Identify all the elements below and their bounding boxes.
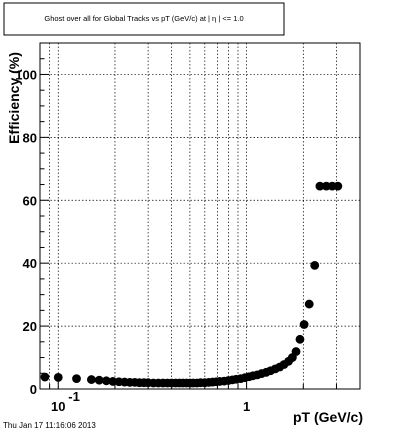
data-point [40, 372, 50, 382]
grid [39, 43, 361, 390]
y-tick-label: 40 [23, 256, 37, 271]
plot-frame [39, 42, 361, 390]
data-point [333, 181, 343, 191]
data-point [315, 181, 325, 191]
y-tick-label: 100 [15, 67, 37, 82]
y-tick-label: 0 [30, 382, 37, 397]
data-point [72, 374, 81, 384]
y-tick-label: 20 [23, 319, 37, 334]
data-point [304, 299, 314, 309]
chart-title: Ghost over all for Global Tracks vs pT (… [44, 14, 243, 23]
data-point [53, 372, 63, 382]
data-point [299, 320, 309, 329]
x-tick-label-exponent: -1 [68, 389, 80, 404]
x-tick-label: 1 [243, 399, 250, 414]
x-axis-title: pT (GeV/c) [293, 409, 363, 425]
y-axis-title: Efficiency (%) [6, 52, 22, 144]
x-tick-labels: 10-1 1 [51, 389, 250, 414]
data-series [40, 181, 343, 388]
y-tick-label: 60 [23, 193, 37, 208]
data-point [94, 375, 104, 385]
data-point [295, 334, 305, 344]
x-tick-label: 10 [51, 399, 65, 414]
data-point [101, 376, 111, 386]
title-box [3, 2, 285, 36]
axis-ticks [39, 42, 361, 390]
data-point [87, 375, 96, 384]
y-tick-labels: 0 20 40 60 80 100 [15, 67, 37, 397]
y-tick-label: 80 [23, 130, 37, 145]
data-point [291, 347, 301, 356]
data-point [310, 260, 320, 270]
timestamp: Thu Jan 17 11:16:06 2013 [3, 421, 96, 430]
